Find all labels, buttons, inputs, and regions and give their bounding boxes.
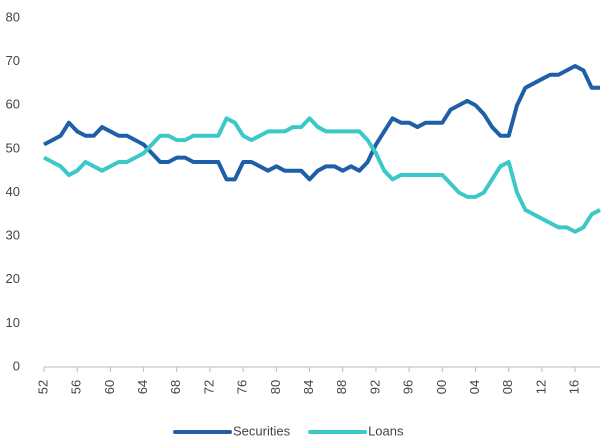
x-tick-label: 88 — [334, 380, 349, 394]
y-tick-label: 80 — [6, 9, 20, 24]
x-tick-label: 84 — [301, 380, 316, 394]
x-tick-label: 80 — [268, 380, 283, 394]
x-tick-label: 00 — [434, 380, 449, 394]
x-tick-label: 96 — [401, 380, 416, 394]
y-tick-label: 60 — [6, 97, 20, 112]
y-tick-label: 10 — [6, 315, 20, 330]
x-tick-label: 52 — [35, 380, 50, 394]
x-tick-label: 04 — [467, 380, 482, 394]
x-tick-label: 08 — [500, 380, 515, 394]
y-tick-label: 50 — [6, 140, 20, 155]
line — [43, 116, 601, 234]
x-tick-label: 64 — [135, 380, 150, 394]
y-tick-label: 20 — [6, 271, 20, 286]
y-tick-label: 0 — [13, 358, 20, 373]
x-tick-label: 60 — [102, 380, 117, 394]
x-tick-label: 92 — [367, 380, 382, 394]
x-tick-label: 72 — [201, 380, 216, 394]
x-tick-label: 12 — [533, 380, 548, 394]
x-tick-label: 16 — [567, 380, 582, 394]
legend-label: Loans — [368, 423, 404, 438]
line — [43, 63, 600, 182]
x-tick-label: 56 — [69, 380, 84, 394]
x-tick-label: 76 — [235, 380, 250, 394]
legend-label: Securities — [233, 423, 291, 438]
y-tick-label: 70 — [6, 53, 20, 68]
x-tick-label: 68 — [168, 380, 183, 394]
y-tick-label: 40 — [6, 184, 20, 199]
y-tick-label: 30 — [6, 228, 20, 243]
